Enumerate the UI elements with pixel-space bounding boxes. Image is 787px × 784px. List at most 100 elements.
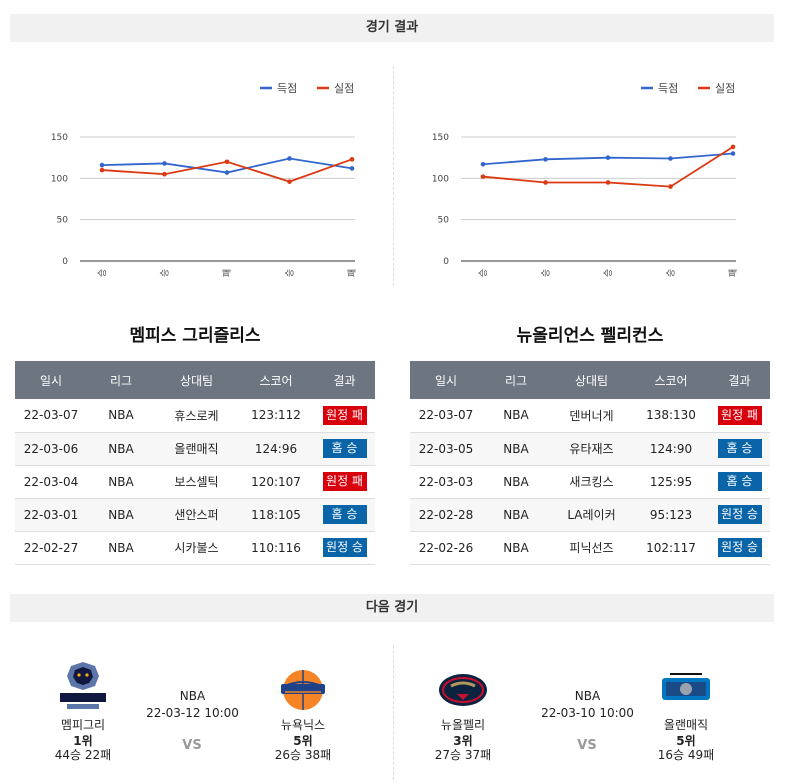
cell-date: 22-03-07	[15, 399, 87, 433]
cell-league: NBA	[482, 465, 550, 499]
table-row: 22-02-28 NBA LA레이커 95:123 원정 승	[410, 498, 770, 532]
team-card-away[interactable]: 뉴욕닉스 5위 26승 38패	[253, 660, 353, 762]
table-row: 22-03-06 NBA 올랜매직 124:96 홈 승	[15, 432, 375, 466]
y-tick-label: 50	[438, 216, 450, 226]
cell-league: NBA	[87, 498, 155, 532]
team-name: 올랜매직	[663, 718, 709, 732]
cell-opponent: 새크킹스	[550, 465, 633, 499]
memphis-logo-icon	[60, 662, 106, 709]
cell-league: NBA	[87, 531, 155, 565]
data-point-concede	[224, 159, 230, 165]
y-tick-label: 50	[57, 216, 69, 226]
cell-result: 홈 승	[314, 498, 375, 532]
next-game-section-header: 다음 경기	[10, 594, 774, 622]
data-point-score	[224, 170, 230, 175]
cell-opponent: 보스셀틱	[155, 465, 238, 499]
data-point-score	[730, 151, 736, 156]
col-score: 스코어	[633, 361, 709, 399]
cell-opponent: 휴스로케	[155, 399, 238, 433]
table-row: 22-03-04 NBA 보스셀틱 120:107 원정 패	[15, 465, 375, 499]
legend-label-score: 득점	[277, 82, 297, 95]
result-badge: 홈 승	[322, 505, 367, 524]
data-point-concede	[162, 171, 167, 177]
team-card-away[interactable]: 올랜매직 5위 16승 49패	[636, 660, 736, 762]
y-tick-label: 0	[443, 257, 449, 267]
x-tick-label: 승	[603, 269, 614, 277]
data-point-score	[543, 157, 548, 162]
vs-label: VS	[182, 738, 202, 753]
col-result: 결과	[709, 361, 770, 399]
result-badge: 홈 승	[322, 439, 367, 458]
col-opponent: 상대팀	[550, 361, 633, 399]
team-card-home[interactable]: 뉴올펠리 3위 27승 37패	[413, 660, 513, 762]
cell-result: 원정 패	[314, 465, 375, 499]
y-tick-label: 100	[432, 174, 449, 184]
cell-date: 22-02-26	[410, 531, 482, 565]
team-rank: 3위	[453, 734, 473, 748]
match-info: NBA 22-03-10 10:00	[535, 688, 640, 722]
x-tick-label: 승	[160, 269, 171, 277]
cell-result: 원정 승	[709, 498, 770, 532]
match-league: NBA	[574, 689, 601, 703]
team-record: 27승 37패	[434, 748, 492, 762]
result-badge: 원정 승	[717, 505, 762, 524]
cell-score: 124:96	[238, 432, 314, 466]
col-result: 결과	[314, 361, 375, 399]
cell-opponent: 피닉선즈	[550, 531, 633, 565]
results-table-new-orleans: 일시 리그 상대팀 스코어 결과 22-03-07 NBA 덴버너게 138:130 원…	[410, 361, 770, 565]
y-tick-label: 100	[51, 174, 68, 184]
match-league: NBA	[179, 689, 206, 703]
y-tick-label: 150	[51, 133, 68, 143]
cell-opponent: 샌안스퍼	[155, 498, 238, 532]
table-header-row: 일시 리그 상대팀 스코어 결과	[410, 361, 770, 399]
team-card-home[interactable]: 멤피그리 1위 44승 22패	[33, 660, 133, 762]
chart-new-orleans-svg: 0 50 100 150 승 승 승 승 패 득점 실점	[432, 82, 739, 277]
data-point-score	[668, 156, 673, 161]
x-tick-label: 패	[347, 269, 358, 277]
divider	[393, 66, 394, 286]
data-point-score	[605, 155, 611, 160]
team-rank: 1위	[73, 734, 93, 748]
data-point-score	[162, 161, 167, 166]
col-score: 스코어	[238, 361, 314, 399]
team-name: 멤피그리	[60, 718, 106, 732]
y-tick-label: 150	[432, 133, 449, 143]
next-match-right: 뉴올펠리 3위 27승 37패 NBA 22-03-10 10:00 VS 올랜…	[395, 660, 775, 780]
cell-league: NBA	[87, 399, 155, 433]
data-point-concede	[349, 157, 355, 162]
cell-result: 홈 승	[709, 432, 770, 466]
result-badge: 원정 패	[322, 472, 367, 491]
chart-memphis-svg: 0 50 100 150 승 승 패 승 패 득점 실점	[51, 82, 358, 277]
data-point-concede	[99, 167, 105, 173]
cell-result: 홈 승	[314, 432, 375, 466]
table-row: 22-02-27 NBA 시카불스 110:116 원정 승	[15, 531, 375, 565]
cell-score: 124:90	[633, 432, 709, 466]
team-record: 44승 22패	[54, 748, 112, 762]
results-section-header: 경기 결과	[10, 14, 774, 42]
table-row: 22-03-07 NBA 덴버너게 138:130 원정 패	[410, 399, 770, 433]
data-point-score	[287, 156, 292, 161]
chart-new-orleans: 0 50 100 150 승 승 승 승 패 득점 실점	[426, 70, 756, 295]
team-name: 뉴올펠리	[440, 718, 486, 732]
cell-league: NBA	[482, 399, 550, 433]
cell-league: NBA	[482, 498, 550, 532]
team-name: 뉴욕닉스	[280, 718, 326, 732]
cell-date: 22-03-07	[410, 399, 482, 433]
results-table-memphis: 일시 리그 상대팀 스코어 결과 22-03-07 NBA 휴스로케 123:112 원…	[15, 361, 375, 565]
cell-score: 118:105	[238, 498, 314, 532]
chart-memphis: 0 50 100 150 승 승 패 승 패 득점 실점	[45, 70, 375, 295]
x-tick-label: 승	[97, 269, 108, 277]
cell-opponent: 유타재즈	[550, 432, 633, 466]
cell-league: NBA	[87, 432, 155, 466]
cell-result: 원정 승	[314, 531, 375, 565]
cell-score: 102:117	[633, 531, 709, 565]
table-row: 22-03-01 NBA 샌안스퍼 118:105 홈 승	[15, 498, 375, 532]
next-match-left: 멤피그리 1위 44승 22패 NBA 22-03-12 10:00 VS 뉴욕…	[0, 660, 380, 780]
cell-score: 125:95	[633, 465, 709, 499]
match-datetime: 22-03-10 10:00	[541, 706, 634, 720]
legend-label-concede: 실점	[334, 82, 354, 95]
cell-result: 홈 승	[709, 465, 770, 499]
data-point-concede	[287, 179, 292, 184]
legend-label-score: 득점	[658, 82, 678, 95]
magic-logo-icon	[662, 673, 710, 700]
